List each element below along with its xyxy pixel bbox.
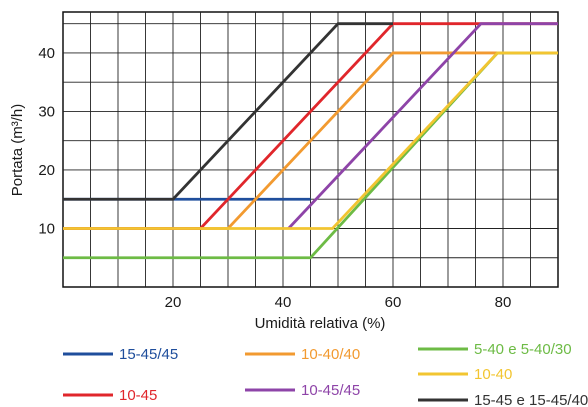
legend-label: 5-40 e 5-40/30 — [474, 341, 572, 358]
y-tick-label: 10 — [38, 220, 55, 237]
x-tick-label: 20 — [165, 294, 182, 311]
legend-label: 15-45 e 15-45/40 — [474, 392, 588, 407]
y-tick-label: 30 — [38, 103, 55, 120]
legend-label: 15-45/45 — [119, 346, 178, 363]
legend-label: 10-40/40 — [301, 346, 360, 363]
series-line — [287, 22, 558, 230]
y-tick-label: 20 — [38, 162, 55, 179]
legend-label: 10-45 — [119, 387, 157, 404]
x-tick-label: 40 — [275, 294, 292, 311]
legend-label: 10-45/45 — [301, 382, 360, 399]
y-tick-label: 40 — [38, 45, 55, 62]
series-lines — [63, 22, 558, 260]
series-line — [63, 22, 393, 201]
legend: 15-45/45 10-40/40 5-40 e 5-40/30 10-45 10-45… — [63, 341, 588, 407]
y-axis-label: Portata (m³/h) — [9, 104, 26, 197]
x-tick-label: 60 — [385, 294, 402, 311]
series-line — [63, 51, 558, 230]
x-tick-labels: 20 40 60 80 — [165, 294, 512, 311]
x-axis-label: Umidità relativa (%) — [255, 315, 386, 332]
x-tick-label: 80 — [495, 294, 512, 311]
y-tick-labels: 10 20 30 40 — [38, 45, 55, 238]
legend-label: 10-40 — [474, 366, 512, 383]
